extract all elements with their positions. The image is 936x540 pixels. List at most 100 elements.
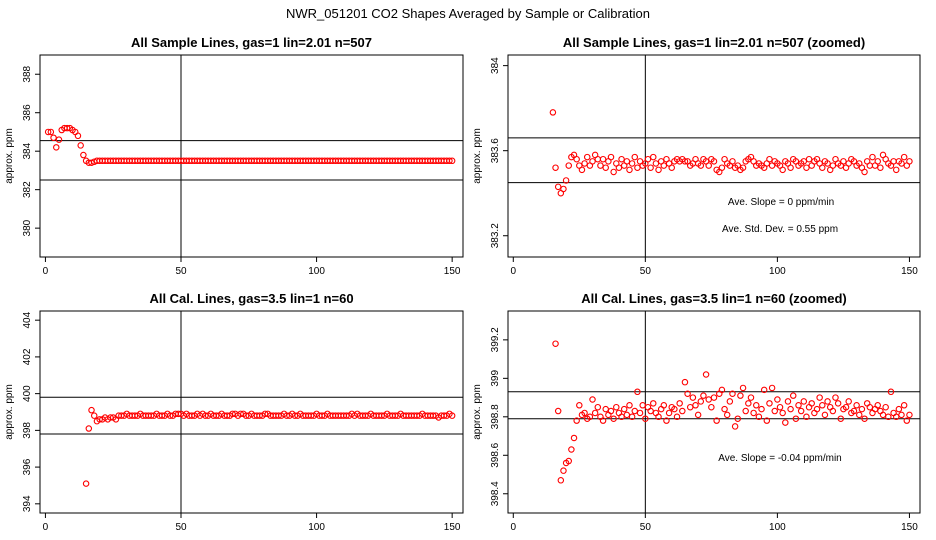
data-point: [560, 467, 567, 474]
data-point: [811, 409, 818, 417]
data-point: [615, 164, 623, 171]
data-point: [795, 402, 802, 409]
data-point: [623, 411, 631, 419]
data-point: [631, 407, 639, 415]
data-point: [448, 157, 456, 165]
data-point: [787, 405, 794, 413]
data-point: [903, 417, 911, 424]
data-point: [147, 412, 155, 419]
data-point: [739, 164, 747, 171]
data-point: [623, 158, 631, 165]
data-point: [568, 446, 575, 453]
data-point: [628, 160, 636, 167]
data-point: [671, 405, 678, 413]
data-point: [552, 164, 559, 171]
data-point: [626, 402, 633, 409]
data-point: [710, 394, 718, 401]
data-point: [874, 158, 881, 165]
data-point: [586, 413, 594, 421]
data-point: [829, 407, 837, 415]
data-point: [668, 164, 675, 171]
data-point: [898, 160, 905, 167]
data-point: [131, 412, 139, 419]
y-tick-label: 398.6: [490, 442, 501, 467]
data-point: [448, 412, 456, 419]
data-point: [573, 417, 580, 424]
y-tick-label: 388: [22, 65, 33, 82]
data-point: [631, 153, 639, 161]
plot-frame: [507, 310, 921, 514]
annotation-text: Ave. Slope = 0 ppm/min: [728, 197, 834, 208]
data-point: [554, 183, 562, 191]
chart-panel-2: All Sample Lines, gas=1 lin=2.01 n=507 (…: [472, 35, 921, 277]
y-tick-label: 404: [22, 311, 33, 328]
data-point: [283, 412, 290, 419]
x-tick-label: 50: [175, 266, 187, 277]
data-point: [607, 153, 615, 161]
data-point: [362, 412, 369, 419]
data-point: [866, 403, 874, 411]
data-point: [840, 158, 847, 165]
data-point: [697, 162, 705, 169]
data-point: [877, 164, 884, 171]
data-point: [800, 398, 808, 405]
plot-frame: [507, 54, 921, 258]
data-point: [626, 166, 633, 174]
data-point: [832, 394, 839, 401]
data-point: [599, 155, 607, 163]
data-point: [853, 402, 860, 409]
data-point: [829, 162, 837, 169]
data-point: [692, 402, 699, 409]
data-point: [705, 162, 712, 169]
data-point: [819, 402, 826, 409]
plot-frame: [39, 310, 464, 514]
y-axis-label: approx. ppm: [4, 384, 15, 440]
data-point: [229, 410, 236, 418]
x-tick-label: 100: [308, 266, 325, 277]
data-point: [634, 164, 641, 171]
data-point: [697, 398, 705, 405]
data-point: [784, 398, 792, 405]
data-point: [581, 409, 588, 417]
data-point: [636, 409, 644, 417]
y-tick-label: 398.8: [490, 404, 501, 429]
data-point: [597, 162, 604, 169]
annotation-text: Ave. Slope = -0.04 ppm/min: [718, 453, 842, 464]
x-tick-label: 150: [444, 266, 461, 277]
data-point: [861, 168, 868, 176]
data-point: [55, 136, 63, 143]
data-point: [792, 415, 800, 422]
data-point: [871, 405, 879, 413]
data-point: [882, 403, 889, 411]
data-point: [834, 400, 842, 407]
data-point: [655, 166, 662, 174]
data-point: [602, 405, 609, 413]
data-point: [343, 412, 350, 419]
data-point: [657, 405, 665, 413]
data-point: [837, 415, 845, 422]
data-point: [887, 388, 895, 396]
data-point: [808, 400, 815, 407]
data-point: [607, 407, 615, 415]
x-tick-label: 0: [43, 266, 49, 277]
data-point: [768, 384, 776, 392]
data-point: [723, 411, 731, 419]
data-point: [650, 400, 657, 407]
data-point: [652, 160, 660, 167]
data-point: [242, 412, 250, 419]
data-point: [652, 409, 660, 417]
data-point: [429, 412, 437, 419]
data-point: [705, 396, 712, 403]
data-point: [44, 128, 52, 136]
data-point: [718, 164, 726, 171]
data-point: [554, 407, 562, 415]
data-point: [684, 390, 691, 397]
y-tick-label: 399: [490, 370, 501, 387]
data-point: [591, 409, 599, 417]
chart-panel-4: All Cal. Lines, gas=3.5 lin=1 n=60 (zoom…: [472, 291, 921, 533]
data-point: [816, 394, 823, 401]
data-point: [594, 155, 602, 163]
data-point: [188, 412, 196, 419]
data-point: [708, 403, 715, 411]
data-point: [776, 403, 784, 411]
